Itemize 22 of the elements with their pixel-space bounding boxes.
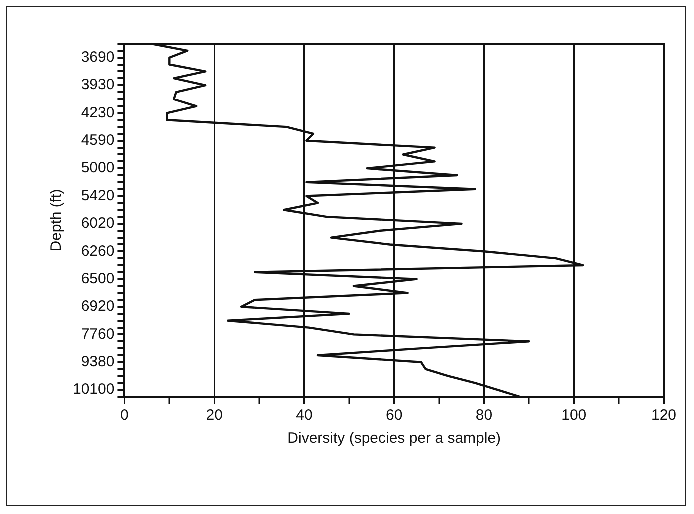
y-axis-title: Depth (ft)	[48, 189, 66, 252]
x-tick-label: 20	[206, 407, 223, 424]
y-tick-label: 6920	[81, 298, 115, 316]
x-tick-label: 60	[386, 407, 403, 424]
y-tick-label: 5000	[81, 160, 115, 177]
y-tick-label: 3690	[81, 48, 115, 66]
y-tick-label: 9380	[81, 354, 115, 371]
y-tick-label: 4590	[81, 132, 115, 150]
x-tick-label: 80	[476, 407, 493, 424]
y-tick-label: 5420	[81, 187, 115, 204]
x-axis-title: Diversity (species per a sample)	[288, 430, 502, 448]
y-tick-label: 7760	[81, 326, 115, 343]
y-tick-label: 4230	[81, 104, 115, 122]
x-tick-label: 120	[651, 407, 677, 424]
y-tick-label: 3930	[81, 76, 115, 94]
x-tick-label: 40	[296, 407, 313, 424]
y-tick-label: 6020	[81, 215, 115, 232]
y-tick-label: 6260	[81, 242, 115, 260]
y-tick-label: 10100	[72, 381, 115, 398]
x-tick-label: 0	[120, 407, 129, 424]
y-tick-label: 6500	[81, 270, 115, 288]
x-tick-label: 100	[562, 407, 587, 424]
